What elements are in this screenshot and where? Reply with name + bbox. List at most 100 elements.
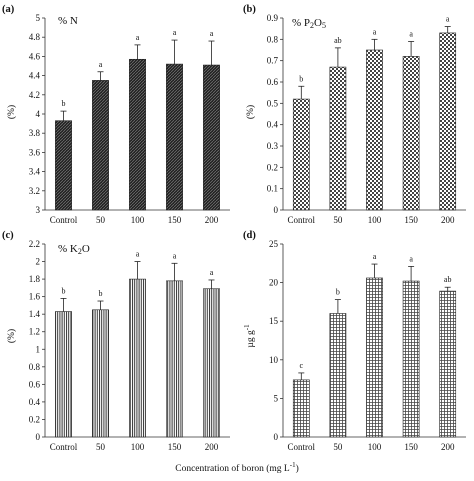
panel-d-bar [292,379,310,438]
panel-a-bar [55,120,72,211]
panel-b-ytick-label: 0.8 [267,34,279,44]
panel-b-category-label: 100 [368,215,382,225]
panel-d-ytick-label: 0 [274,432,279,442]
panel-c-ytick-label: 1.4 [29,309,41,319]
panel-a-ytick-label: 3.2 [29,186,40,196]
panel-a-ytick-label: 4.8 [29,32,41,42]
panel-a-title: % N [58,15,78,27]
panel-c-ytick-label: 0.4 [29,397,41,407]
panel-d-bar [402,280,420,438]
panel-c-category-label: 200 [205,442,219,452]
panel-b-significance-letter: b [299,74,303,83]
panel-a-ytick-label: 3 [36,205,41,215]
panel-c-title: % K2O [58,243,90,256]
panel-c-ytick-label: 0 [36,432,41,442]
panel-b-ylabel: (%) [245,105,256,119]
panel-c-bar [129,278,146,438]
panel-d-bar [329,313,347,438]
panel-b-chart: 0 0.1 0.2 0.3 0.4 0.5 0.6 0.7 0.8 0.9 b Control ab 50… [267,13,466,225]
panel-d-ytick-label: 20 [269,278,279,288]
panel-c-ylabel: (%) [6,329,17,343]
panel-a-bar [203,64,220,211]
panel-c-letter: (c) [2,230,14,241]
panel-a-ytick-label: 3.4 [29,167,41,177]
panel-b-ytick-label: 0.9 [267,13,279,23]
panel-a-significance-letter: a [210,29,214,38]
panel-b-ytick-label: 0.1 [267,184,278,194]
panel-b-ytick-label: 0 [274,205,279,215]
panel-d-significance-letter: b [336,288,340,297]
panel-d-category-label: 150 [404,442,418,452]
panel-c-ytick-label: 2.2 [29,239,40,249]
panel-c-significance-letter: b [99,289,103,298]
panel-b-ytick-label: 0.3 [267,141,279,151]
panel-b-letter: (b) [243,4,256,15]
panel-a-ylabel: (%) [6,105,17,119]
panel-b-bar [292,98,310,211]
panel-c-ytick-label: 2 [36,257,41,267]
panel-b-category-label: 50 [333,215,343,225]
panel-a-ytick-label: 3.6 [29,147,41,157]
panel-c-ytick-label: 0.2 [29,414,40,424]
panel-c-bar [203,288,220,438]
panel-d-chart: 0 5 10 15 20 25 c Control b 50 a 100 a 150 ab 200 [269,239,466,452]
panel-d-significance-letter: a [373,252,377,261]
panel-d-significance-letter: c [300,361,304,370]
panel-a-chart: 3 3.2 3.4 3.6 3.8 4 4.2 4.4 4.6 4.8 5 b Control a 50 a 1… [29,13,230,225]
panel-d-category-label: 100 [368,442,382,452]
panel-b-category-label: 150 [404,215,418,225]
x-axis-label: Concentration of boron (mg L-1) [175,461,299,474]
panel-d-ytick-label: 5 [274,393,279,403]
panel-d-category-label: 50 [333,442,343,452]
panel-c-significance-letter: a [210,268,214,277]
panel-a-bar [92,80,109,211]
panel-b-bar [329,66,347,211]
panel-d-ylabel: µg g-1 [243,324,256,348]
panel-c-significance-letter: a [136,250,140,259]
panel-a-significance-letter: a [99,60,103,69]
panel-d-category-label: 200 [441,442,455,452]
panel-b-bar [402,56,420,211]
panel-b-significance-letter: a [373,27,377,36]
panel-d-ytick-label: 25 [269,239,279,249]
panel-a-letter: (a) [2,4,15,15]
panel-a-significance-letter: b [62,99,66,108]
panel-c-bar [55,311,72,438]
panel-d-letter: (d) [243,230,256,241]
panel-a-bar [129,58,146,211]
panel-d-significance-letter: ab [444,275,452,284]
panel-a-category-label: Control [50,215,78,225]
panel-d-ytick-label: 10 [269,355,279,365]
panel-a-category-label: 50 [96,215,106,225]
panel-a-category-label: 200 [205,215,219,225]
panel-c-category-label: 150 [168,442,182,452]
panel-c-ytick-label: 1 [36,344,41,354]
panel-a-category-label: 100 [131,215,145,225]
panel-b-category-label: Control [288,215,316,225]
panel-c-ytick-label: 1.8 [29,274,41,284]
panel-c-ytick-label: 0.6 [29,379,41,389]
panel-d-significance-letter: a [409,254,413,263]
panel-b-ytick-label: 0.7 [267,56,279,66]
panel-c-category-label: Control [50,442,78,452]
panel-c-chart: 0 0.2 0.4 0.6 0.8 1 1.2 1.4 1.6 1.8 2 2.2 b Control b 5… [29,239,230,452]
panel-a-bar [166,63,183,211]
panel-b-significance-letter: ab [334,36,342,45]
panel-d-bar [439,290,457,438]
panel-d-bar [366,277,383,438]
panel-b-significance-letter: a [446,15,450,24]
panel-b-title: % P2O5 [292,17,326,30]
panel-b-ytick-label: 0.5 [267,98,279,108]
panel-a-significance-letter: a [136,33,140,42]
panel-b-bar [439,32,457,211]
panel-a-significance-letter: a [173,28,177,37]
panel-b-ytick-label: 0.2 [267,162,278,172]
panel-a-ytick-label: 5 [36,13,41,23]
panel-b-category-label: 200 [441,215,455,225]
panel-a-ytick-label: 4 [36,109,41,119]
panel-d-category-label: Control [288,442,316,452]
panel-a-ytick-label: 3.8 [29,128,41,138]
panel-c-bar [166,280,183,438]
panel-a-ytick-label: 4.6 [29,51,41,61]
